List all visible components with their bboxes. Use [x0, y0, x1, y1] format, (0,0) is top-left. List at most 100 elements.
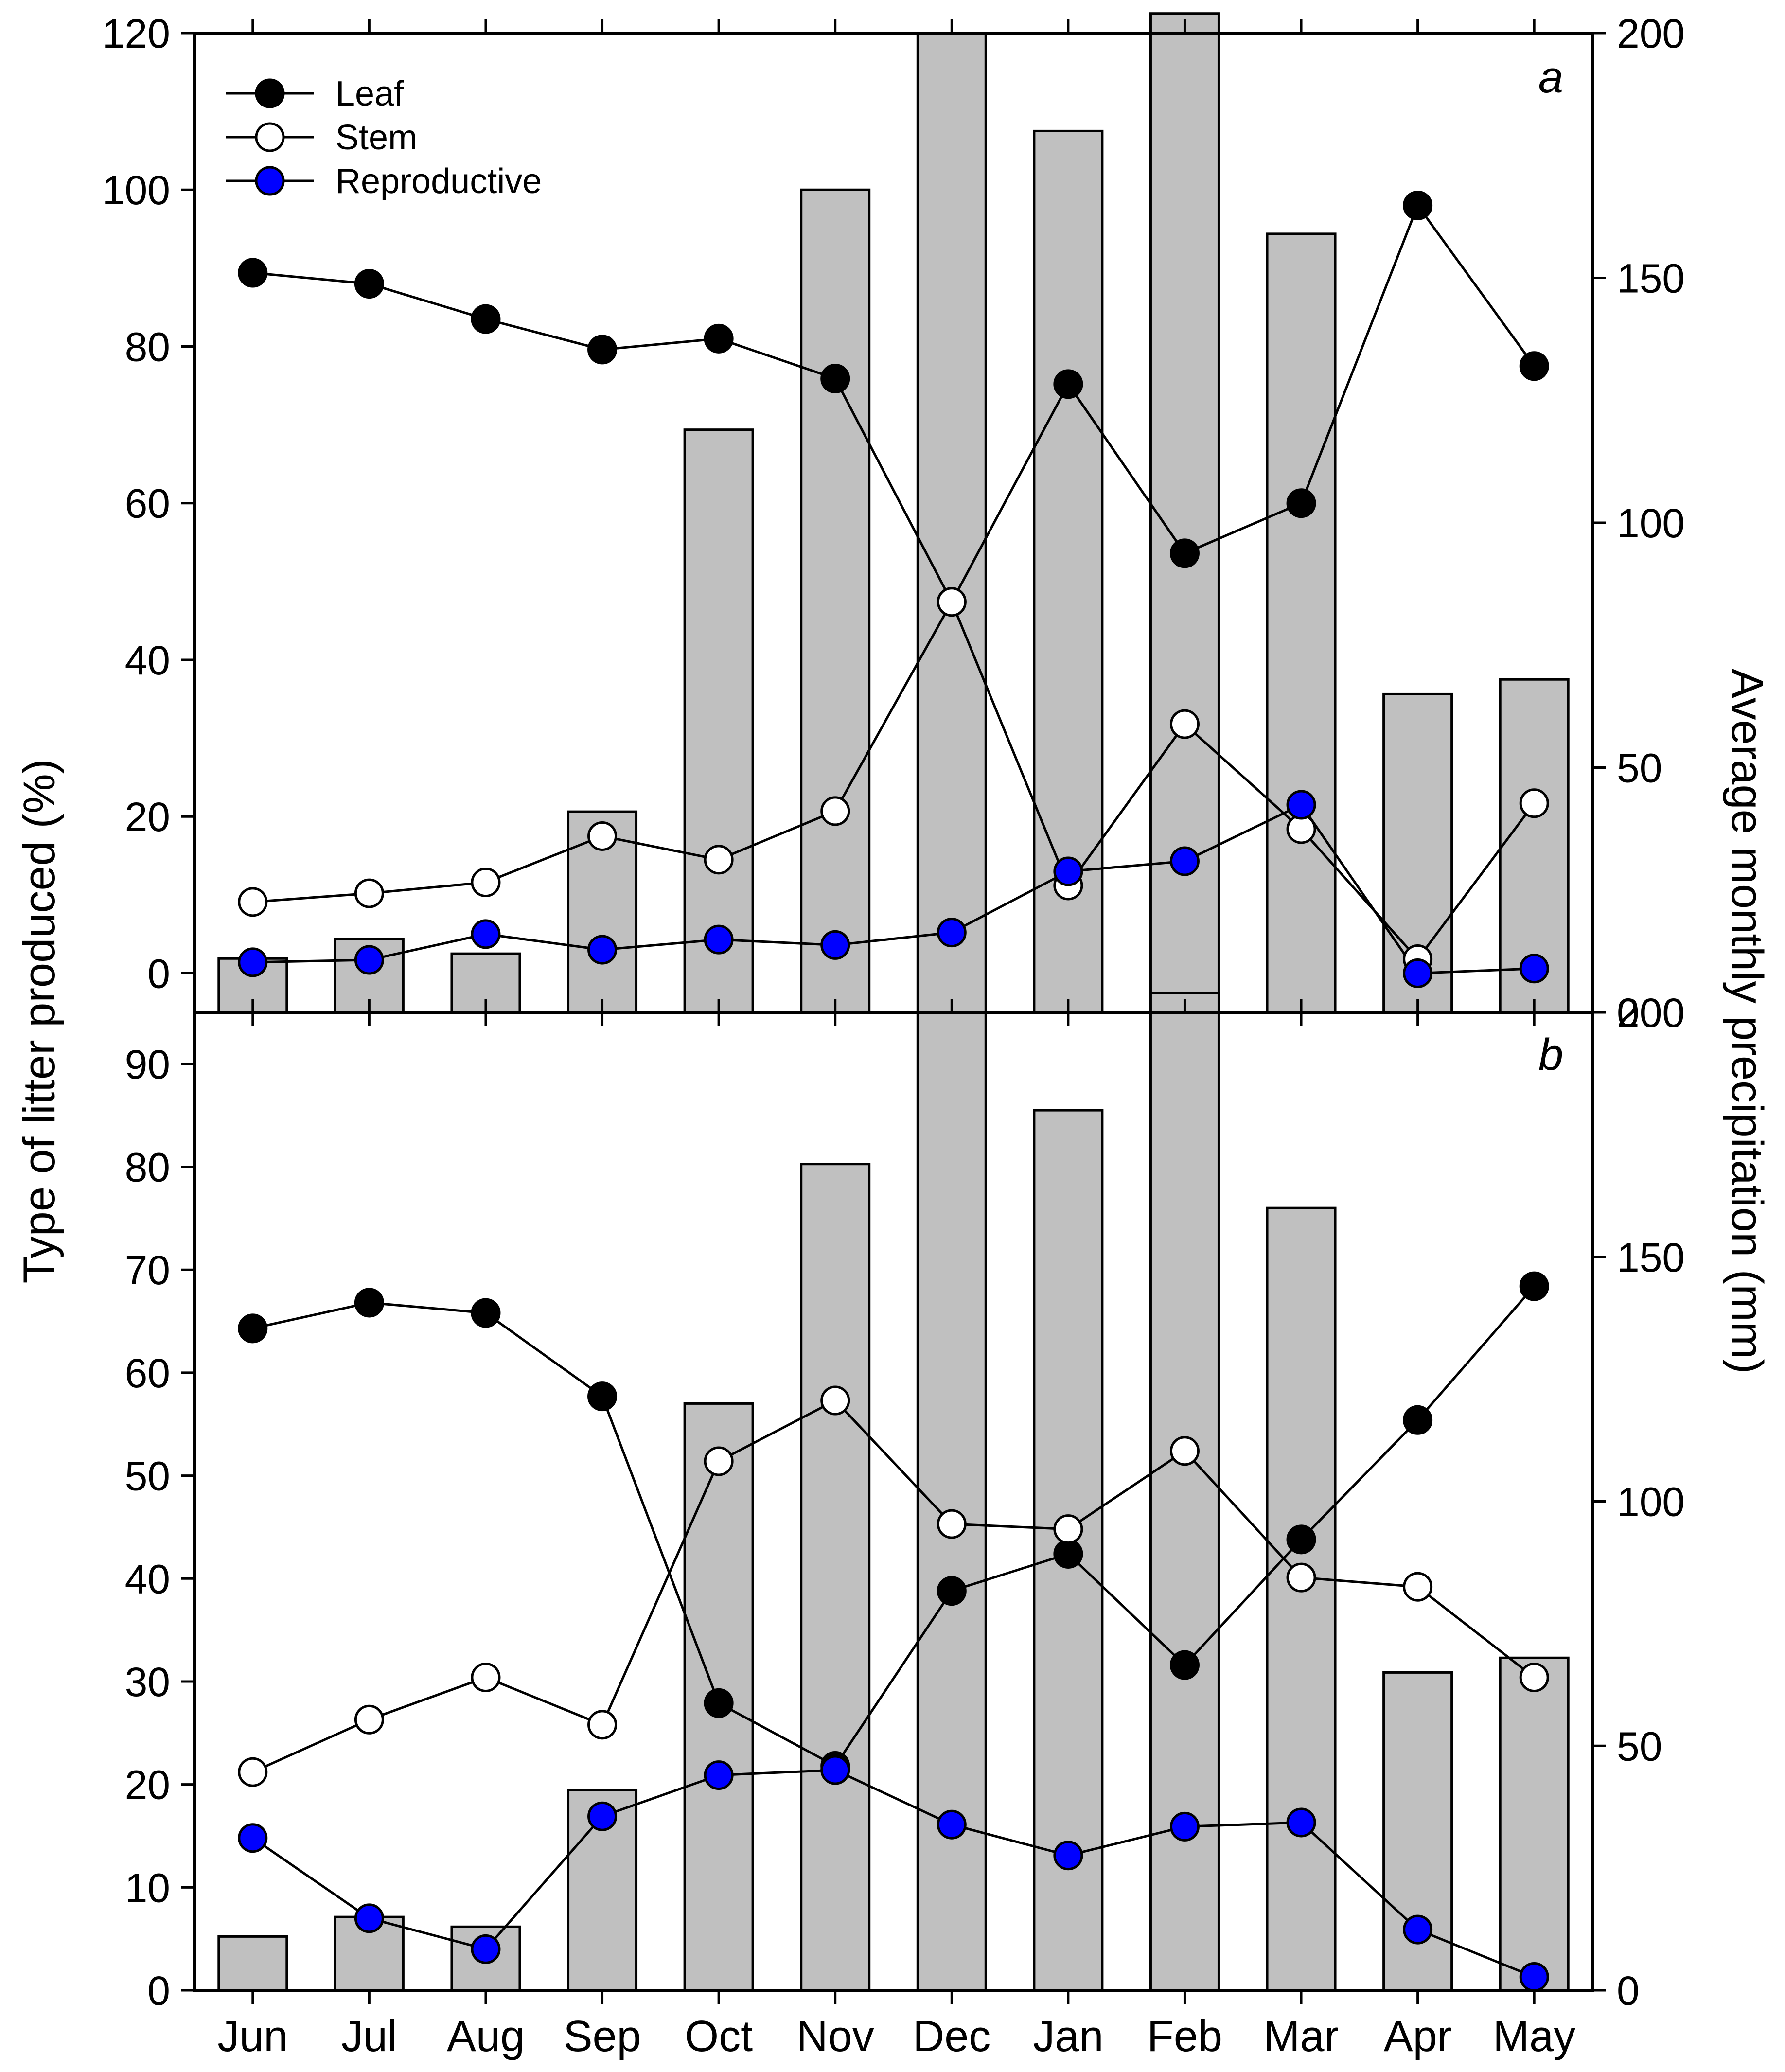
- marker-stem-oct-a: [704, 845, 734, 875]
- marker-leaf-apr-a: [1403, 190, 1433, 220]
- series-line-reproductive-a: [252, 803, 1535, 974]
- marker-reproductive-dec-b: [937, 1809, 967, 1840]
- right-tick-label-0-a: 0: [1617, 990, 1640, 1036]
- marker-reproductive-aug-b: [471, 1934, 501, 1964]
- marker-stem-nov-a: [820, 796, 850, 826]
- marker-reproductive-jun-b: [238, 1823, 268, 1853]
- precip-bar-dec-b: [916, 1011, 987, 1992]
- right-tick-label-200-a: 200: [1617, 11, 1685, 56]
- left-tick-label-60-a: 60: [125, 481, 170, 527]
- marker-leaf-mar-b: [1286, 1524, 1316, 1555]
- precip-bar-mar-b: [1266, 1206, 1337, 1992]
- marker-reproductive-jul-a: [354, 945, 384, 975]
- right-tick-label-100-a: 100: [1617, 500, 1685, 546]
- left-tick-label-10-b: 10: [125, 1865, 170, 1911]
- marker-reproductive-nov-a: [820, 930, 850, 960]
- axis-titles: Type of litter produced (%) Average mont…: [15, 669, 1772, 1374]
- marker-reproductive-feb-b: [1169, 1811, 1200, 1842]
- legend-marker-leaf: [255, 78, 285, 108]
- marker-reproductive-feb-a: [1169, 846, 1200, 876]
- marker-stem-jul-a: [354, 878, 384, 908]
- left-tick-label-0-b: 0: [147, 1968, 170, 2014]
- left-tick-label-120-a: 120: [102, 11, 170, 56]
- marker-reproductive-dec-a: [937, 918, 967, 948]
- marker-reproductive-sep-b: [587, 1801, 618, 1831]
- month-label-jan: Jan: [1033, 2012, 1103, 2061]
- month-label-may: May: [1493, 2012, 1575, 2061]
- marker-reproductive-jan-b: [1053, 1841, 1083, 1871]
- marker-leaf-jan-a: [1053, 369, 1083, 399]
- marker-reproductive-mar-a: [1286, 790, 1316, 820]
- marker-reproductive-may-a: [1519, 954, 1549, 984]
- marker-reproductive-nov-b: [820, 1755, 850, 1785]
- left-tick-label-0-a: 0: [147, 951, 170, 996]
- right-tick-label-200-b: 200: [1617, 990, 1685, 1036]
- month-label-sep: Sep: [563, 2012, 641, 2061]
- marker-leaf-jul-a: [354, 269, 384, 299]
- marker-stem-dec-a: [937, 587, 967, 617]
- series-line-leaf-b: [252, 1285, 1536, 1768]
- marker-leaf-mar-a: [1286, 488, 1316, 518]
- precip-bar-nov-b: [800, 1163, 871, 1992]
- marker-leaf-sep-b: [587, 1381, 618, 1412]
- marker-stem-sep-a: [587, 821, 618, 851]
- left-tick-label-80-b: 80: [125, 1145, 170, 1190]
- right-tick-label-0-b: 0: [1617, 1968, 1640, 2014]
- left-tick-label-100-a: 100: [102, 167, 170, 213]
- precip-bar-dec-a: [916, 32, 987, 1014]
- month-label-oct: Oct: [685, 2012, 753, 2061]
- marker-leaf-nov-a: [820, 364, 850, 394]
- series-line-stem-b: [252, 1399, 1535, 1773]
- marker-stem-jun-b: [238, 1757, 268, 1787]
- series-line-leaf-a: [252, 203, 1536, 605]
- marker-reproductive-aug-a: [471, 919, 501, 949]
- legend: Leaf Stem Reproductive: [226, 74, 542, 201]
- marker-leaf-may-b: [1519, 1271, 1549, 1301]
- left-tick-label-60-b: 60: [125, 1350, 170, 1396]
- marker-reproductive-oct-b: [704, 1760, 734, 1790]
- right-tick-label-50-b: 50: [1617, 1723, 1662, 1769]
- right-tick-label-150-a: 150: [1617, 256, 1685, 301]
- marker-reproductive-oct-a: [704, 924, 734, 955]
- marker-leaf-jun-b: [238, 1313, 268, 1344]
- marker-leaf-oct-b: [704, 1688, 734, 1718]
- marker-stem-dec-b: [937, 1509, 967, 1539]
- precip-bar-jun-b: [217, 1935, 288, 1992]
- legend-label-leaf: Leaf: [336, 74, 404, 113]
- month-label-mar: Mar: [1264, 2012, 1339, 2061]
- month-label-jul: Jul: [341, 2012, 397, 2061]
- legend-label-reproductive: Reproductive: [336, 162, 542, 201]
- left-tick-label-90-b: 90: [125, 1042, 170, 1087]
- marker-leaf-dec-b: [937, 1576, 967, 1606]
- marker-stem-aug-a: [471, 868, 501, 898]
- series-line-stem-a: [252, 599, 1536, 961]
- marker-leaf-apr-b: [1403, 1405, 1433, 1435]
- right-tick-label-50-a: 50: [1617, 745, 1662, 791]
- marker-leaf-sep-a: [587, 335, 618, 365]
- month-label-dec: Dec: [913, 2012, 990, 2061]
- month-label-feb: Feb: [1147, 2012, 1222, 2061]
- marker-stem-may-a: [1519, 788, 1549, 818]
- marker-stem-oct-b: [704, 1446, 734, 1476]
- precip-bar-mar-a: [1266, 232, 1337, 1014]
- right-axis-title: Average monthly precipitation (mm): [1722, 669, 1772, 1374]
- marker-reproductive-sep-a: [587, 935, 618, 965]
- marker-reproductive-jun-a: [238, 947, 268, 977]
- left-tick-label-20-a: 20: [125, 794, 170, 840]
- month-label-jun: Jun: [217, 2012, 288, 2061]
- precip-bar-may-b: [1499, 1656, 1570, 1992]
- left-tick-label-20-b: 20: [125, 1762, 170, 1808]
- left-tick-label-50-b: 50: [125, 1453, 170, 1499]
- marker-stem-feb-b: [1169, 1436, 1200, 1466]
- left-tick-label-80-a: 80: [125, 324, 170, 370]
- marker-stem-feb-a: [1169, 709, 1200, 739]
- legend-label-stem: Stem: [336, 118, 417, 157]
- panel-a: 0 20 40 60 80 100 120 0 50 100 150 200 a: [102, 11, 1685, 1036]
- marker-reproductive-jul-b: [354, 1903, 384, 1933]
- marker-leaf-feb-b: [1169, 1650, 1200, 1680]
- legend-marker-stem: [255, 122, 285, 152]
- marker-reproductive-apr-b: [1403, 1914, 1433, 1945]
- marker-leaf-jan-b: [1053, 1539, 1083, 1569]
- left-axis-title: Type of litter produced (%): [15, 759, 64, 1284]
- panel-label-b: b: [1538, 1030, 1563, 1080]
